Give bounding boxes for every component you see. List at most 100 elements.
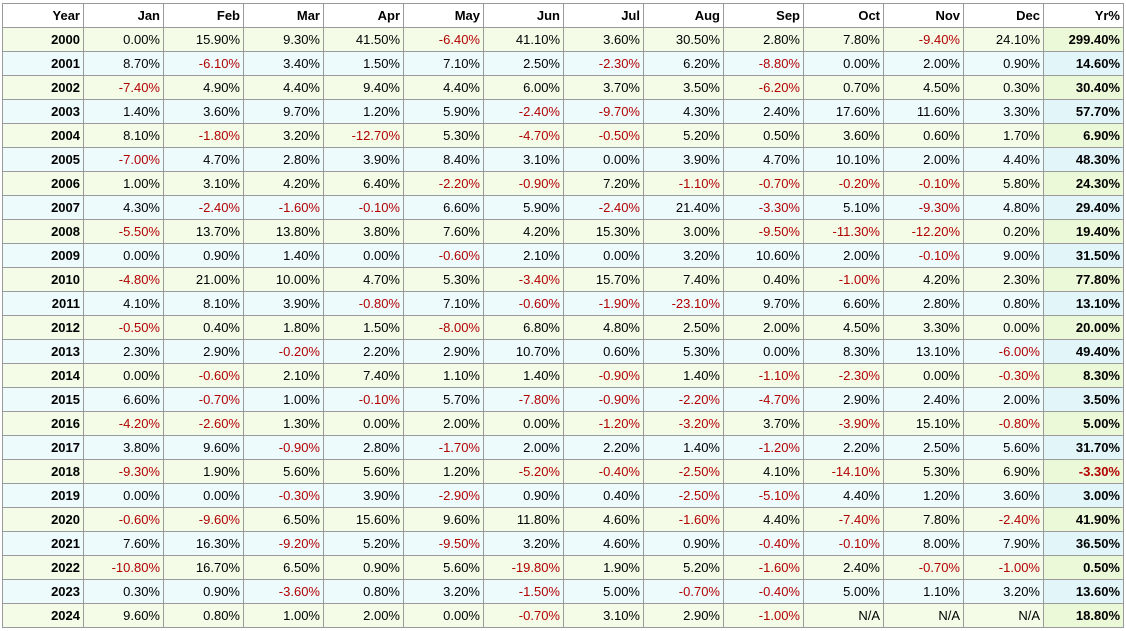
return-cell: -4.70%	[483, 123, 564, 148]
return-cell: 4.30%	[643, 99, 724, 124]
return-cell: 6.00%	[483, 75, 564, 100]
return-cell: 1.40%	[243, 243, 324, 268]
return-cell: 0.00%	[83, 483, 164, 508]
return-cell: 0.20%	[963, 219, 1044, 244]
yearly-total-cell: 0.50%	[1043, 555, 1124, 580]
return-cell: 13.80%	[243, 219, 324, 244]
return-cell: 1.00%	[83, 171, 164, 196]
column-header-feb: Feb	[163, 3, 244, 28]
return-cell: -9.50%	[403, 531, 484, 556]
return-cell: 5.60%	[963, 435, 1044, 460]
return-cell: 2.50%	[483, 51, 564, 76]
return-cell: -10.80%	[83, 555, 164, 580]
return-cell: 2.40%	[883, 387, 964, 412]
return-cell: -1.20%	[563, 411, 644, 436]
return-cell: -0.60%	[83, 507, 164, 532]
table-row: 2002 -7.40% 4.90% 4.40% 9.40% 4.40% 6.00% 3.70%…	[2, 75, 1124, 100]
return-cell: -3.90%	[803, 411, 884, 436]
return-cell: 0.90%	[963, 51, 1044, 76]
return-cell: N/A	[883, 603, 964, 628]
return-cell: 10.00%	[243, 267, 324, 292]
return-cell: -2.20%	[403, 171, 484, 196]
return-cell: -5.20%	[483, 459, 564, 484]
column-header-jun: Jun	[483, 3, 564, 28]
return-cell: 3.70%	[723, 411, 804, 436]
table-row: 2019 0.00% 0.00% -0.30% 3.90% -2.90% 0.90% 0.40…	[2, 483, 1124, 508]
return-cell: 9.00%	[963, 243, 1044, 268]
return-cell: -9.40%	[883, 27, 964, 52]
return-cell: 4.40%	[403, 75, 484, 100]
column-header-yearly-total: Yr%	[1043, 3, 1124, 28]
return-cell: 3.40%	[243, 51, 324, 76]
return-cell: 3.50%	[643, 75, 724, 100]
return-cell: -7.00%	[83, 147, 164, 172]
return-cell: -5.50%	[83, 219, 164, 244]
year-cell: 2005	[2, 147, 84, 172]
return-cell: 5.20%	[323, 531, 404, 556]
return-cell: 2.00%	[883, 51, 964, 76]
yearly-total-cell: 3.50%	[1043, 387, 1124, 412]
table-row: 2013 2.30% 2.90% -0.20% 2.20% 2.90% 10.70% 0.60…	[2, 339, 1124, 364]
return-cell: 16.70%	[163, 555, 244, 580]
return-cell: -9.30%	[83, 459, 164, 484]
return-cell: 5.70%	[403, 387, 484, 412]
return-cell: -0.10%	[323, 387, 404, 412]
return-cell: 2.30%	[963, 267, 1044, 292]
return-cell: 11.60%	[883, 99, 964, 124]
return-cell: -0.60%	[163, 363, 244, 388]
return-cell: 0.90%	[163, 579, 244, 604]
return-cell: -12.20%	[883, 219, 964, 244]
return-cell: -6.40%	[403, 27, 484, 52]
return-cell: -2.50%	[643, 483, 724, 508]
yearly-total-cell: 36.50%	[1043, 531, 1124, 556]
return-cell: 5.80%	[963, 171, 1044, 196]
return-cell: -1.60%	[723, 555, 804, 580]
return-cell: 17.60%	[803, 99, 884, 124]
return-cell: -8.00%	[403, 315, 484, 340]
year-cell: 2004	[2, 123, 84, 148]
return-cell: 2.90%	[163, 339, 244, 364]
column-header-jul: Jul	[563, 3, 644, 28]
year-cell: 2008	[2, 219, 84, 244]
return-cell: 0.80%	[163, 603, 244, 628]
return-cell: 2.20%	[803, 435, 884, 460]
return-cell: -9.30%	[883, 195, 964, 220]
return-cell: 0.00%	[83, 27, 164, 52]
return-cell: -4.70%	[723, 387, 804, 412]
return-cell: -5.10%	[723, 483, 804, 508]
return-cell: 2.00%	[883, 147, 964, 172]
return-cell: 2.80%	[883, 291, 964, 316]
return-cell: -0.20%	[803, 171, 884, 196]
return-cell: 8.10%	[163, 291, 244, 316]
return-cell: -4.80%	[83, 267, 164, 292]
return-cell: 41.50%	[323, 27, 404, 52]
yearly-total-cell: 6.90%	[1043, 123, 1124, 148]
return-cell: 3.10%	[483, 147, 564, 172]
return-cell: 3.20%	[243, 123, 324, 148]
return-cell: -2.40%	[163, 195, 244, 220]
return-cell: 0.00%	[563, 147, 644, 172]
return-cell: 5.30%	[403, 123, 484, 148]
return-cell: -0.10%	[803, 531, 884, 556]
return-cell: 9.40%	[323, 75, 404, 100]
return-cell: 7.60%	[83, 531, 164, 556]
return-cell: -0.90%	[483, 171, 564, 196]
return-cell: 0.90%	[163, 243, 244, 268]
return-cell: 9.70%	[723, 291, 804, 316]
return-cell: 8.70%	[83, 51, 164, 76]
table-row: 2006 1.00% 3.10% 4.20% 6.40% -2.20% -0.90% 7.20…	[2, 171, 1124, 196]
return-cell: 10.60%	[723, 243, 804, 268]
return-cell: -0.70%	[643, 579, 724, 604]
year-cell: 2006	[2, 171, 84, 196]
return-cell: 24.10%	[963, 27, 1044, 52]
return-cell: -0.60%	[483, 291, 564, 316]
table-row: 2017 3.80% 9.60% -0.90% 2.80% -1.70% 2.00% 2.20…	[2, 435, 1124, 460]
return-cell: -6.20%	[723, 75, 804, 100]
return-cell: -2.50%	[643, 459, 724, 484]
table-row: 2000 0.00% 15.90% 9.30% 41.50% -6.40% 41.10% 3.…	[2, 27, 1124, 52]
return-cell: 0.90%	[483, 483, 564, 508]
return-cell: -2.90%	[403, 483, 484, 508]
year-cell: 2015	[2, 387, 84, 412]
return-cell: 2.00%	[963, 387, 1044, 412]
return-cell: 1.10%	[403, 363, 484, 388]
